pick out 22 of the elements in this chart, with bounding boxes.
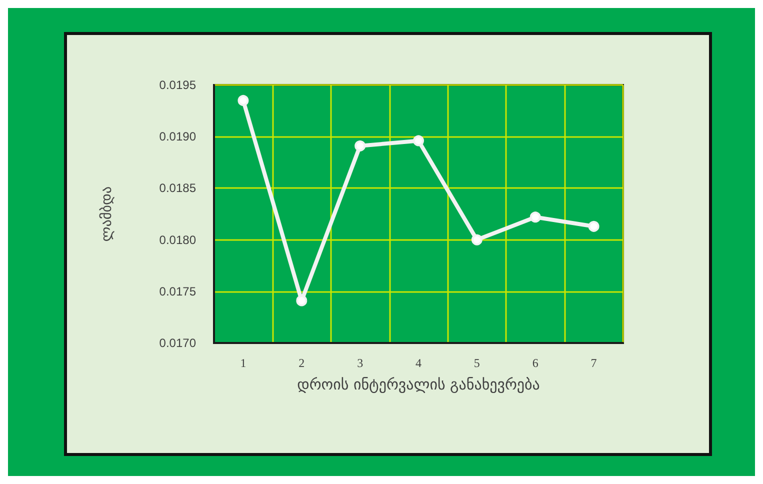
point bbox=[588, 220, 600, 232]
point bbox=[238, 94, 249, 106]
x-tick-label: 3 bbox=[357, 356, 364, 370]
y-tick-label: 0.0180 bbox=[159, 232, 196, 247]
x-tick-label: 7 bbox=[590, 356, 597, 370]
point bbox=[296, 295, 308, 306]
y-tick-label: 0.0170 bbox=[159, 336, 196, 350]
x-tick-label: 4 bbox=[416, 356, 422, 370]
y-tick-label: 0.0195 bbox=[159, 78, 196, 92]
y-tick-label: 0.0190 bbox=[159, 130, 196, 144]
x-tick-label: 2 bbox=[298, 356, 305, 370]
y-tick-label: 0.0175 bbox=[159, 284, 196, 298]
x-axis-title: დროის ინტერვალის განახევრება bbox=[297, 376, 540, 394]
point bbox=[471, 234, 482, 246]
x-tick-label: 6 bbox=[532, 356, 538, 370]
y-axis-title: ლამბდა bbox=[99, 186, 115, 242]
point bbox=[354, 140, 366, 152]
point bbox=[413, 135, 424, 146]
point bbox=[530, 212, 541, 223]
y-tick-label: 0.0185 bbox=[159, 181, 196, 196]
x-tick-label: 1 bbox=[240, 356, 246, 370]
x-tick-label: 5 bbox=[474, 356, 480, 370]
